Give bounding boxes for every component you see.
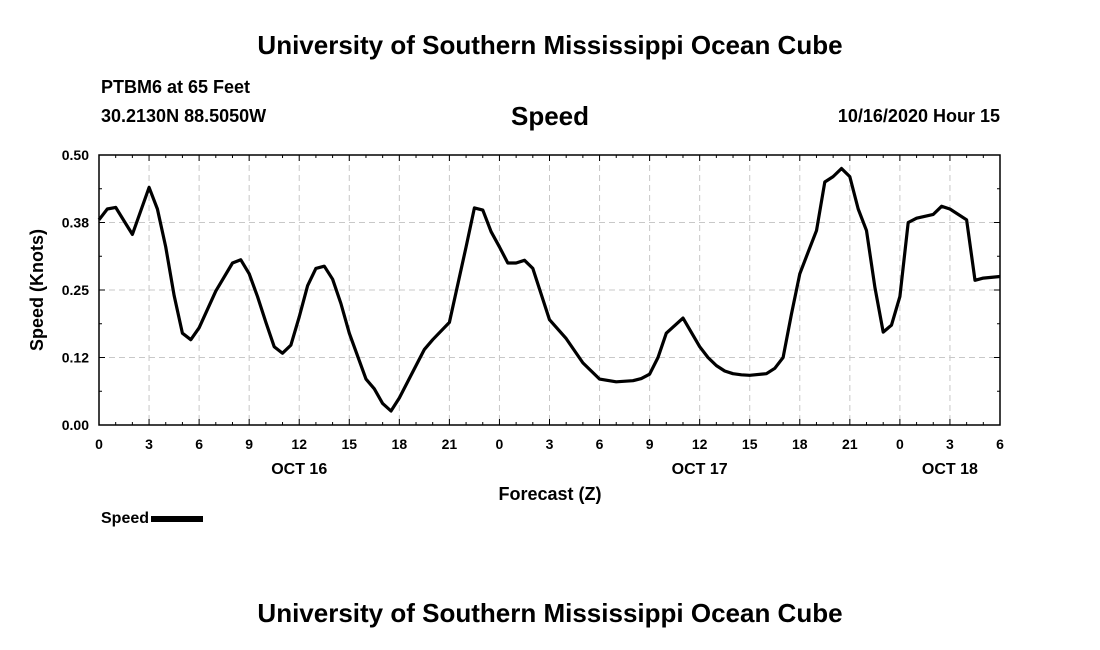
- x-tick-label: 9: [245, 436, 253, 452]
- x-tick-label: 21: [442, 436, 458, 452]
- x-tick-label: 3: [145, 436, 153, 452]
- x-tick-label: 3: [546, 436, 554, 452]
- date-label: OCT 18: [922, 461, 978, 478]
- date-label: OCT 17: [672, 461, 728, 478]
- issued-time-label: 10/16/2020 Hour 15: [837, 106, 1000, 126]
- y-tick-label: 0.50: [62, 147, 89, 163]
- x-tick-label: 15: [341, 436, 357, 452]
- x-tick-label: 12: [692, 436, 708, 452]
- bottom-title: University of Southern Mississippi Ocean…: [257, 598, 843, 628]
- y-tick-label: 0.12: [62, 350, 89, 366]
- date-label: OCT 16: [271, 461, 327, 478]
- x-tick-label: 0: [896, 436, 904, 452]
- x-tick-label: 21: [842, 436, 858, 452]
- x-tick-label: 0: [496, 436, 504, 452]
- axis-ticks: [98, 154, 1001, 426]
- date-labels: OCT 16 OCT 17 OCT 18: [271, 461, 978, 478]
- x-tick-label: 0: [95, 436, 103, 452]
- legend: Speed: [101, 510, 204, 528]
- x-tick-label: 15: [742, 436, 758, 452]
- x-tick-label: 9: [646, 436, 654, 452]
- y-tick-label: 0.25: [62, 282, 89, 298]
- x-tick-label: 6: [195, 436, 203, 452]
- legend-line-swatch: [151, 515, 204, 522]
- x-tick-labels: 0 3 6 9 12 15 18 21 0 3 6 9 12 15 18 21 0 3 6: [95, 436, 1004, 452]
- station-label: PTBM6 at 65 Feet: [101, 77, 251, 97]
- y-tick-labels: 0.00 0.12 0.25 0.38 0.50: [62, 147, 89, 433]
- y-tick-label: 0.00: [62, 417, 89, 433]
- y-axis-title: Speed (Knots): [27, 229, 47, 351]
- chart-title: Speed: [510, 101, 590, 131]
- grid: [99, 155, 1000, 425]
- x-tick-label: 18: [392, 436, 408, 452]
- legend-label: Speed: [101, 510, 150, 527]
- speed-series-line: [97, 166, 1001, 413]
- y-tick-label: 0.38: [62, 215, 89, 231]
- x-tick-label: 18: [792, 436, 808, 452]
- x-tick-label: 6: [596, 436, 604, 452]
- x-tick-label: 12: [291, 436, 307, 452]
- x-axis-title: Forecast (Z): [498, 484, 601, 504]
- x-tick-label: 3: [946, 436, 954, 452]
- x-tick-label: 6: [996, 436, 1004, 452]
- coordinates-label: 30.2130N 88.5050W: [101, 106, 267, 126]
- top-title: University of Southern Mississippi Ocean…: [257, 30, 843, 60]
